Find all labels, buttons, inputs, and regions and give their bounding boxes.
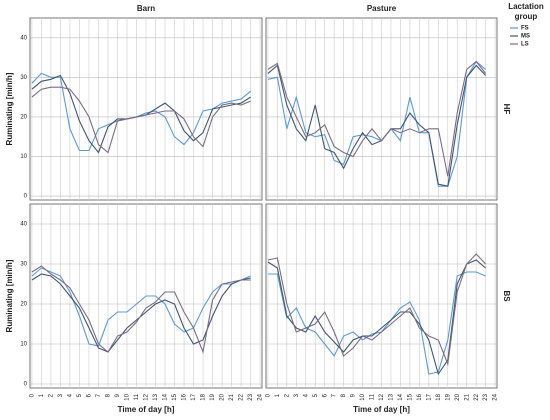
x-tick-label: 13 — [153, 393, 159, 400]
x-tick-label: 11 — [134, 393, 140, 400]
x-tick-label: 5 — [77, 393, 83, 397]
x-tick-label: 16 — [417, 393, 423, 400]
x-tick-label: 14 — [398, 393, 404, 400]
x-tick-label: 7 — [332, 393, 338, 397]
y-tick-label: 30 — [20, 75, 27, 81]
x-tick-label: 19 — [445, 393, 451, 400]
row-label: HF — [502, 104, 511, 115]
legend-label: MS — [521, 34, 530, 40]
y-tick-label: 10 — [20, 342, 27, 348]
x-tick-label: 1 — [275, 393, 281, 397]
x-tick-label: 19 — [210, 393, 216, 400]
x-tick-label: 23 — [483, 393, 489, 400]
series-line — [31, 273, 251, 353]
series-line — [267, 271, 486, 375]
x-tick-label: 20 — [455, 393, 461, 400]
series-line — [31, 267, 251, 347]
y-tick-label: 20 — [20, 114, 27, 120]
series-line — [267, 60, 487, 177]
x-tick-label: 24 — [258, 393, 264, 400]
x-tick-label: 10 — [360, 393, 366, 400]
x-tick-label: 22 — [239, 393, 245, 400]
x-tick-label: 20 — [220, 393, 226, 400]
x-tick-label: 24 — [493, 393, 499, 400]
legend-title: Lactation group — [508, 2, 544, 21]
x-tick-label: 0 — [265, 393, 271, 397]
x-axis-label: Time of day [h] — [118, 405, 175, 414]
x-tick-label: 22 — [474, 393, 480, 400]
x-tick-label: 13 — [389, 393, 395, 400]
y-tick-label: 40 — [20, 35, 27, 41]
x-tick-label: 6 — [322, 393, 328, 397]
series-line — [267, 60, 486, 187]
y-axis-label: Ruminating [min/h] — [5, 259, 14, 332]
y-tick-label: 0 — [24, 382, 28, 388]
x-tick-label: 18 — [201, 393, 207, 400]
x-tick-label: 5 — [313, 393, 319, 397]
legend-label: LS — [521, 42, 529, 48]
x-tick-label: 17 — [191, 393, 197, 400]
series-line — [267, 259, 486, 376]
x-tick-label: 18 — [436, 393, 442, 400]
x-tick-label: 21 — [229, 393, 235, 400]
x-tick-label: 6 — [87, 393, 93, 397]
x-tick-label: 11 — [370, 393, 376, 400]
x-tick-label: 4 — [68, 393, 74, 397]
series-line — [31, 265, 251, 354]
legend-label: FS — [521, 26, 529, 32]
x-tick-label: 7 — [96, 393, 102, 397]
x-tick-label: 15 — [407, 393, 413, 400]
x-tick-label: 21 — [464, 393, 470, 400]
column-title: Pasture — [367, 4, 397, 13]
x-tick-label: 10 — [125, 393, 131, 400]
x-tick-label: 9 — [115, 393, 121, 397]
x-tick-label: 9 — [351, 393, 357, 397]
y-tick-label: 10 — [20, 154, 27, 160]
row-label: BS — [502, 290, 511, 302]
x-tick-label: 23 — [248, 393, 254, 400]
x-tick-label: 15 — [172, 393, 178, 400]
x-tick-label: 3 — [294, 393, 300, 397]
x-tick-label: 16 — [182, 393, 188, 400]
y-tick-label: 0 — [24, 194, 28, 200]
x-tick-label: 3 — [58, 393, 64, 397]
column-title: Barn — [137, 4, 155, 13]
x-tick-label: 2 — [48, 393, 54, 397]
x-tick-label: 4 — [303, 393, 309, 397]
x-axis-label: Time of day [h] — [353, 405, 410, 414]
x-tick-label: 12 — [379, 393, 385, 400]
x-tick-label: 8 — [106, 393, 112, 397]
x-tick-label: 14 — [163, 393, 169, 400]
series-line — [267, 64, 486, 187]
y-tick-label: 30 — [20, 262, 27, 268]
x-tick-label: 8 — [341, 393, 347, 397]
x-tick-label: 12 — [144, 393, 150, 400]
series-line — [31, 72, 251, 152]
x-tick-label: 1 — [39, 393, 45, 397]
y-axis-label: Ruminating [min/h] — [5, 72, 14, 145]
y-tick-label: 20 — [20, 302, 27, 308]
x-tick-label: 2 — [284, 393, 290, 397]
y-tick-label: 40 — [20, 222, 27, 228]
series-line — [267, 253, 487, 367]
x-tick-label: 0 — [29, 393, 35, 397]
x-tick-label: 17 — [426, 393, 432, 400]
series-line — [31, 86, 251, 154]
